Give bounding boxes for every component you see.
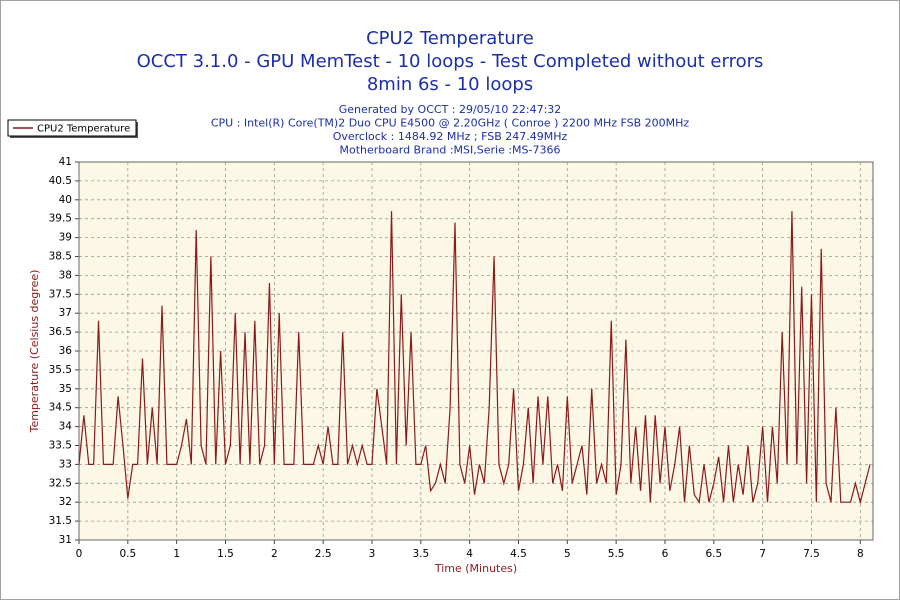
chart-title: 8min 6s - 10 loops [367, 74, 533, 95]
y-tick-label: 31.5 [49, 515, 72, 527]
x-tick-label: 1 [173, 548, 180, 560]
y-tick-label: 41 [59, 156, 72, 168]
legend-box [7, 119, 137, 137]
y-tick-label: 37.5 [49, 288, 72, 300]
chart-title: CPU2 Temperature [366, 28, 534, 49]
y-tick-label: 35 [59, 383, 72, 395]
chart-subtitle: Generated by OCCT : 29/05/10 22:47:32 [339, 103, 562, 116]
y-tick-label: 36 [59, 345, 73, 357]
y-tick-label: 39 [59, 232, 72, 244]
x-tick-label: 4 [466, 548, 473, 560]
x-tick-label: 3 [369, 548, 376, 560]
x-tick-label: 0.5 [119, 548, 136, 560]
chart-subtitle: Motherboard Brand :MSI,Serie :MS-7366 [340, 144, 561, 157]
y-tick-label: 36.5 [49, 326, 72, 338]
chart-title: OCCT 3.1.0 - GPU MemTest - 10 loops - Te… [137, 51, 764, 72]
y-axis-label: Temperature (Celsius degree) [28, 270, 41, 434]
y-tick-label: 34.5 [49, 402, 72, 414]
x-tick-label: 4.5 [510, 548, 527, 560]
x-tick-label: 0 [76, 548, 83, 560]
x-tick-label: 7.5 [803, 548, 820, 560]
x-tick-label: 2 [271, 548, 278, 560]
series-line [78, 211, 871, 505]
x-tick-label: 1.5 [217, 548, 234, 560]
chart-subtitle: CPU : Intel(R) Core(TM)2 Duo CPU E4500 @… [211, 117, 690, 130]
y-tick-label: 32 [59, 496, 72, 508]
y-tick-label: 40.5 [49, 175, 72, 187]
y-tick-label: 38.5 [49, 251, 72, 263]
x-tick-label: 2.5 [315, 548, 332, 560]
x-tick-label: 8 [857, 548, 864, 560]
plot-border [78, 161, 874, 541]
y-tick-label: 31 [59, 534, 72, 546]
x-tick-label: 6.5 [705, 548, 722, 560]
y-tick-label: 37 [59, 307, 72, 319]
y-tick-label: 34 [59, 421, 73, 433]
y-tick-label: 32.5 [49, 477, 72, 489]
y-tick-label: 39.5 [49, 213, 72, 225]
x-tick-label: 7 [759, 548, 766, 560]
y-tick-label: 38 [59, 269, 72, 281]
chart-subtitle: Overclock : 1484.92 MHz ; FSB 247.49MHz [333, 130, 568, 143]
legend-label: CPU2 Temperature [37, 124, 130, 135]
y-tick-label: 33.5 [49, 440, 72, 452]
x-tick-label: 6 [662, 548, 669, 560]
x-tick-label: 5 [564, 548, 571, 560]
y-tick-label: 33 [59, 458, 72, 470]
y-tick-label: 35.5 [49, 364, 72, 376]
x-tick-label: 3.5 [412, 548, 429, 560]
x-axis-label: Time (Minutes) [434, 562, 517, 575]
x-tick-label: 5.5 [608, 548, 625, 560]
y-tick-label: 40 [59, 194, 72, 206]
